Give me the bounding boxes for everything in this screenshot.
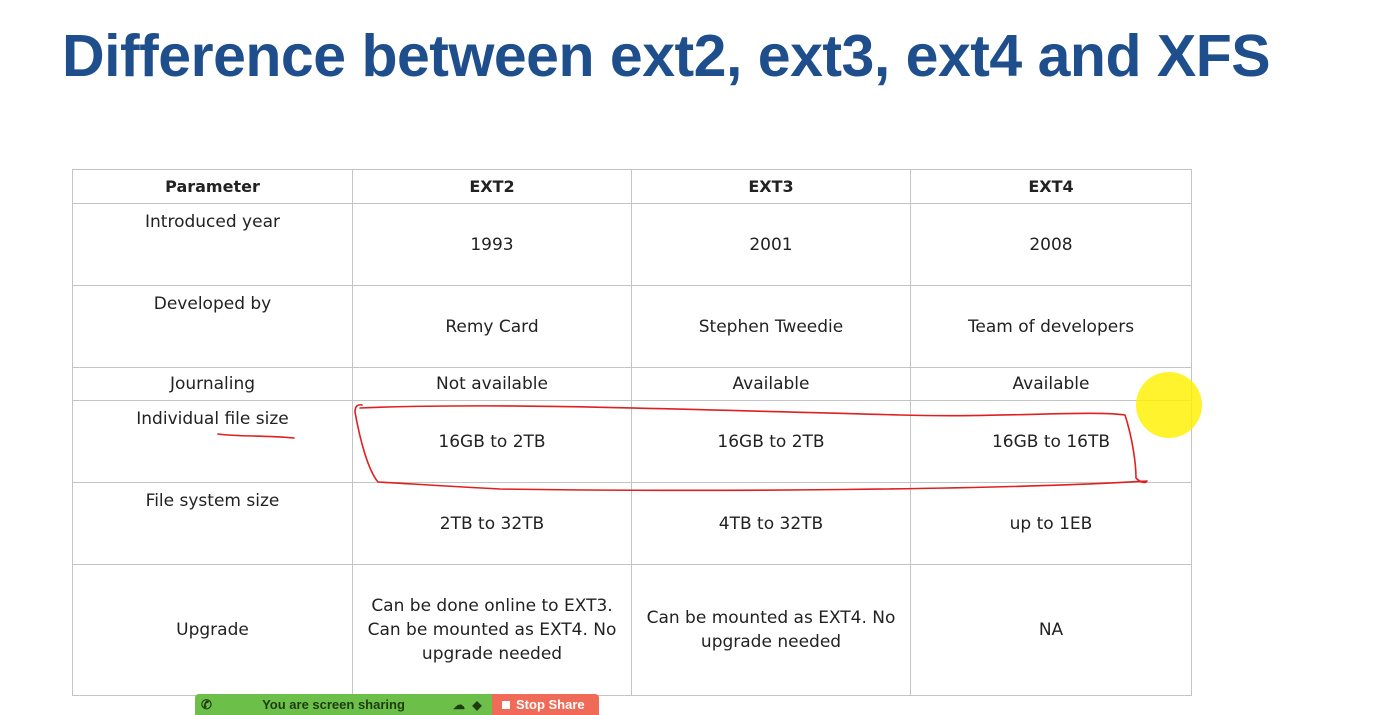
slide-title: Difference between ext2, ext3, ext4 and … <box>62 23 1271 89</box>
table-cell: 2001 <box>631 203 911 286</box>
table-cell: up to 1EB <box>910 482 1192 565</box>
table-cell: Not available <box>352 367 632 401</box>
pointer-highlight <box>1136 372 1202 438</box>
share-status-text: You are screen sharing <box>262 697 405 712</box>
header-ext3: EXT3 <box>631 169 911 204</box>
table-row: Individual file size 16GB to 2TB 16GB to… <box>72 400 1192 483</box>
screen-share-bar: ✆ You are screen sharing ☁ ◆ Stop Share <box>195 694 599 715</box>
table-cell: Stephen Tweedie <box>631 285 911 368</box>
table-cell: 2008 <box>910 203 1192 286</box>
table-cell: Can be done online to EXT3. Can be mount… <box>352 564 632 696</box>
table-row: Developed by Remy Card Stephen Tweedie T… <box>72 285 1192 368</box>
table-row: Introduced year 1993 2001 2008 <box>72 203 1192 286</box>
shield-icon: ◆ <box>472 697 482 712</box>
header-ext2: EXT2 <box>352 169 632 204</box>
header-parameter: Parameter <box>72 169 353 204</box>
stop-share-button[interactable]: Stop Share <box>492 694 599 715</box>
table-row: Upgrade Can be done online to EXT3. Can … <box>72 564 1192 696</box>
table-row: File system size 2TB to 32TB 4TB to 32TB… <box>72 482 1192 565</box>
row-label: Developed by <box>72 285 353 368</box>
stop-share-label: Stop Share <box>516 697 585 712</box>
table-cell: 16GB to 2TB <box>631 400 911 483</box>
table-cell: Remy Card <box>352 285 632 368</box>
row-label: Upgrade <box>72 564 353 696</box>
row-label: Introduced year <box>72 203 353 286</box>
share-status-panel[interactable]: ✆ You are screen sharing ☁ ◆ <box>195 694 492 715</box>
table-cell: Available <box>631 367 911 401</box>
table-cell: Team of developers <box>910 285 1192 368</box>
table-row: Journaling Not available Available Avail… <box>72 367 1192 401</box>
row-label: Individual file size <box>72 400 353 483</box>
table-cell: 4TB to 32TB <box>631 482 911 565</box>
row-label: Journaling <box>72 367 353 401</box>
row-label: File system size <box>72 482 353 565</box>
stop-icon <box>502 700 510 709</box>
table-cell: NA <box>910 564 1192 696</box>
table-header-row: Parameter EXT2 EXT3 EXT4 <box>72 169 1192 204</box>
header-ext4: EXT4 <box>910 169 1192 204</box>
table-cell: 2TB to 32TB <box>352 482 632 565</box>
comparison-table: Parameter EXT2 EXT3 EXT4 Introduced year… <box>72 169 1192 696</box>
table-cell: 16GB to 2TB <box>352 400 632 483</box>
cloud-icon: ☁ <box>453 697 465 712</box>
phone-icon: ✆ <box>201 696 212 712</box>
table-cell: 1993 <box>352 203 632 286</box>
table-cell: Can be mounted as EXT4. No upgrade neede… <box>631 564 911 696</box>
